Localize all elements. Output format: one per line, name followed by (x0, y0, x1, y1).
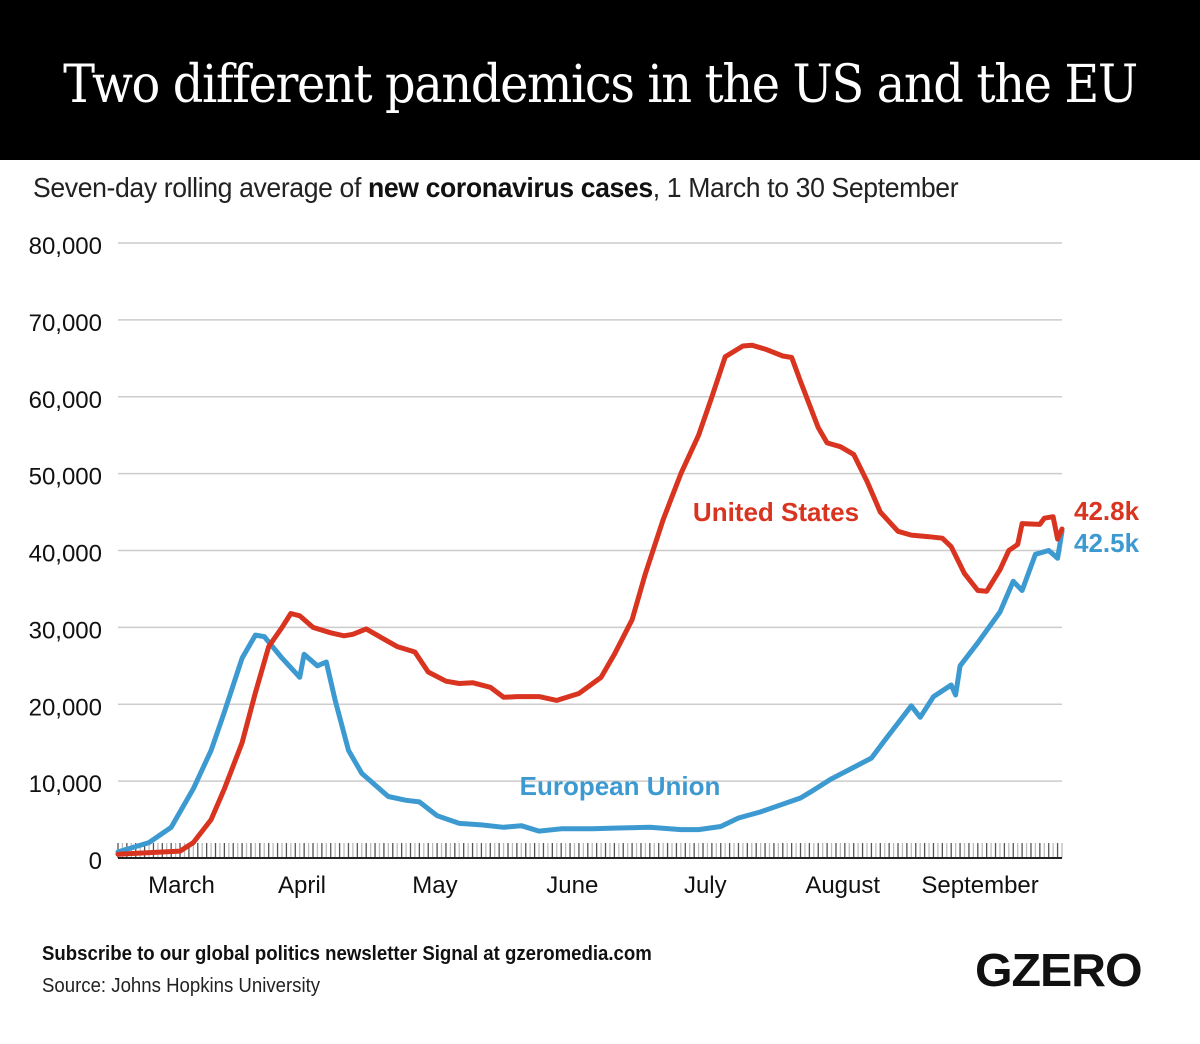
us-end-value-label: 42.8k (1074, 496, 1140, 526)
y-axis-labels: 0 10,000 20,000 30,000 40,000 50,000 60,000 70,… (29, 233, 102, 875)
x-tick-label: March (148, 872, 215, 899)
gridlines (118, 242, 1062, 782)
eu-series-line (115, 528, 1065, 855)
chart-title: Two different pandemics in the US and th… (63, 55, 1138, 115)
y-tick-label: 70,000 (29, 310, 102, 337)
series-lines (115, 342, 1065, 857)
subscribe-note[interactable]: Subscribe to our global politics newslet… (42, 943, 652, 965)
x-axis-labels: March April May June July August September (148, 872, 1039, 899)
us-series-label: United States (693, 497, 859, 527)
y-tick-label: 10,000 (29, 771, 102, 798)
x-tick-label: May (412, 872, 457, 899)
y-tick-label: 0 (89, 848, 102, 875)
subtitle-text: Seven-day rolling average of (33, 172, 368, 203)
title-banner: Two different pandemics in the US and th… (0, 0, 1200, 160)
chart-subtitle: Seven-day rolling average of new coronav… (33, 172, 959, 204)
line-chart: 0 10,000 20,000 30,000 40,000 50,000 60,000 70,… (29, 233, 1140, 899)
y-tick-label: 50,000 (29, 464, 102, 491)
subtitle-tail-text: , 1 March to 30 September (652, 172, 959, 203)
x-tick-label: July (684, 872, 727, 899)
gzero-logo: GZERO (975, 944, 1143, 996)
y-tick-label: 40,000 (29, 541, 102, 568)
us-series-line (115, 342, 1065, 857)
x-tick-label: September (921, 872, 1038, 899)
x-tick-label: August (805, 872, 880, 899)
y-tick-label: 20,000 (29, 694, 102, 721)
x-axis-minor-ticks (117, 843, 1063, 858)
y-tick-label: 80,000 (29, 233, 102, 260)
eu-series-label: European Union (520, 771, 721, 801)
x-tick-label: April (278, 872, 326, 899)
eu-end-value-label: 42.5k (1074, 528, 1140, 558)
y-tick-label: 30,000 (29, 617, 102, 644)
source-note: Source: Johns Hopkins University (42, 975, 321, 997)
subtitle-bold-text: new coronavirus cases (367, 172, 653, 203)
y-tick-label: 60,000 (29, 387, 102, 414)
x-tick-label: June (546, 872, 598, 899)
